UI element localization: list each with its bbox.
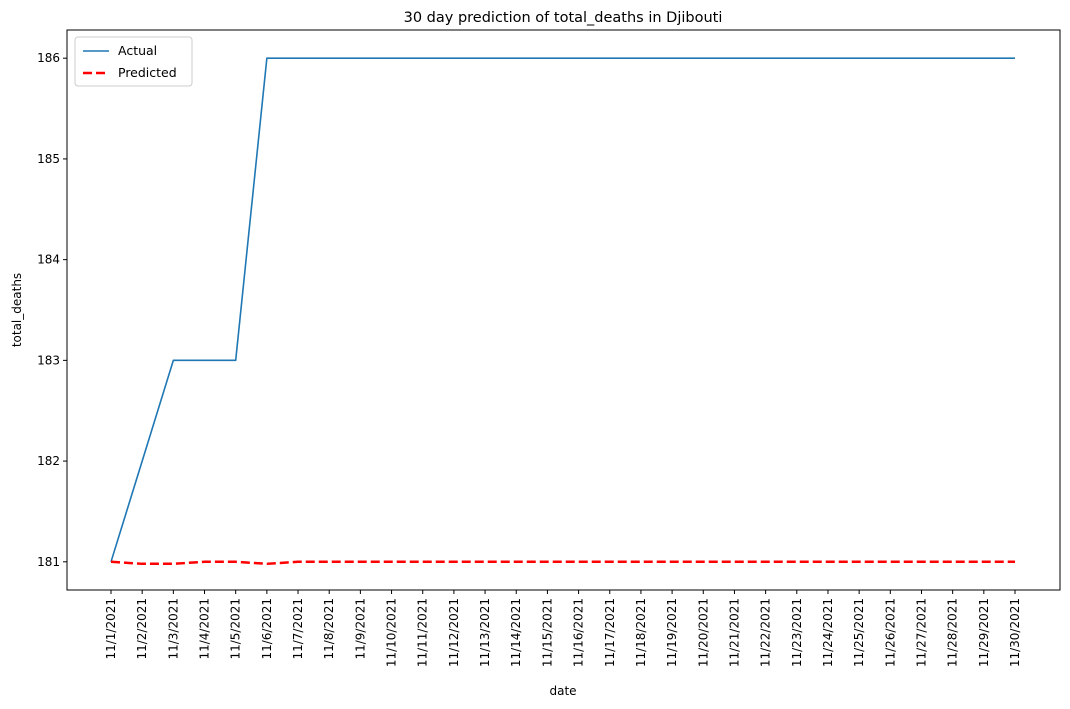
x-tick-label: 11/18/2021 xyxy=(634,598,648,667)
y-tick-label: 186 xyxy=(37,51,60,65)
y-tick-label: 183 xyxy=(37,353,60,367)
x-tick-label: 11/4/2021 xyxy=(198,598,212,660)
x-tick-label: 11/3/2021 xyxy=(166,598,180,660)
x-tick-label: 11/14/2021 xyxy=(509,598,523,667)
y-axis-title: total_deaths xyxy=(10,273,24,347)
series-line-actual xyxy=(110,57,1015,563)
x-tick-label: 11/5/2021 xyxy=(229,598,243,660)
x-tick-label: 11/25/2021 xyxy=(852,598,866,667)
y-tick-label: 185 xyxy=(37,152,60,166)
x-tick-label: 11/24/2021 xyxy=(821,598,835,667)
legend-label-actual: Actual xyxy=(118,43,157,58)
series-layer xyxy=(110,57,1015,566)
y-tick-label: 181 xyxy=(37,555,60,569)
x-tick-label: 11/19/2021 xyxy=(665,598,679,667)
x-tick-label: 11/16/2021 xyxy=(572,598,586,667)
plot-frame xyxy=(66,29,1061,591)
x-tick-label: 11/30/2021 xyxy=(1008,598,1022,667)
x-tick-label: 11/22/2021 xyxy=(759,598,773,667)
x-tick-label: 11/11/2021 xyxy=(416,598,430,667)
x-tick-label: 11/7/2021 xyxy=(291,598,305,660)
x-tick-label: 11/23/2021 xyxy=(790,598,804,667)
legend: Actual Predicted xyxy=(74,36,193,87)
x-tick-label: 11/26/2021 xyxy=(883,598,897,667)
series-line-predicted xyxy=(110,560,1015,566)
x-tick-label: 11/8/2021 xyxy=(322,598,336,660)
y-tick-label: 184 xyxy=(37,253,60,267)
x-tick-label: 11/28/2021 xyxy=(946,598,960,667)
x-tick-label: 11/20/2021 xyxy=(696,598,710,667)
x-tick-label: 11/13/2021 xyxy=(478,598,492,667)
x-axis-title: date xyxy=(549,684,576,698)
x-tick-label: 11/1/2021 xyxy=(104,598,118,660)
x-tick-label: 11/10/2021 xyxy=(385,598,399,667)
x-tick-label: 11/17/2021 xyxy=(603,598,617,667)
x-tick-label: 11/21/2021 xyxy=(727,598,741,667)
x-tick-label: 11/9/2021 xyxy=(353,598,367,660)
chart-title: 30 day prediction of total_deaths in Dji… xyxy=(404,10,723,26)
plot-area xyxy=(67,30,1060,590)
x-tick-label: 11/29/2021 xyxy=(977,598,991,667)
legend-label-predicted: Predicted xyxy=(118,65,177,80)
x-tick-label: 11/12/2021 xyxy=(447,598,461,667)
x-axis: 11/1/2021 11/2/2021 11/3/2021 11/4/2021 11/5… xyxy=(104,590,1022,667)
y-tick-label: 182 xyxy=(37,454,60,468)
x-tick-label: 11/6/2021 xyxy=(260,598,274,660)
x-tick-label: 11/15/2021 xyxy=(540,598,554,667)
x-tick-label: 11/27/2021 xyxy=(914,598,928,667)
y-axis: 181 182 183 184 185 186 xyxy=(37,51,67,569)
x-tick-label: 11/2/2021 xyxy=(135,598,149,660)
